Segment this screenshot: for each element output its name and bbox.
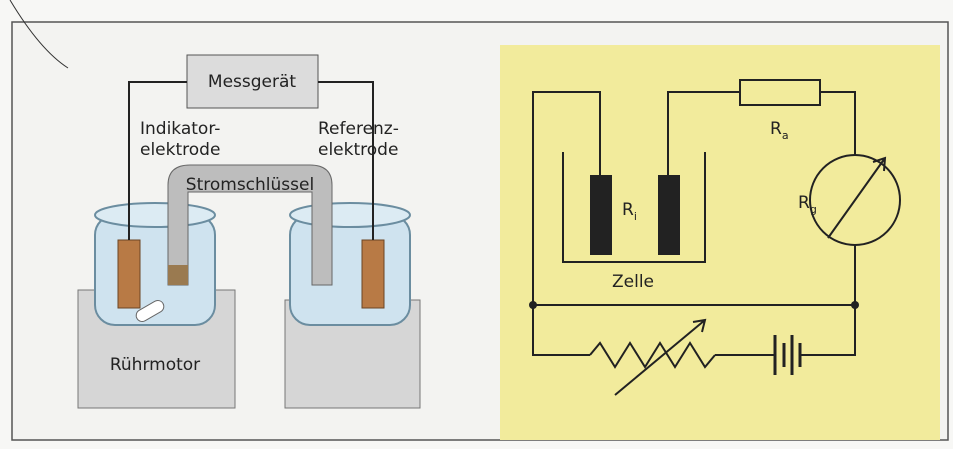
motor-label: Rührmotor xyxy=(110,355,200,375)
electrode xyxy=(590,175,612,255)
indicator-label: Indikator- xyxy=(140,119,220,139)
resistor-ra xyxy=(739,79,821,106)
cell-label: Zelle xyxy=(612,272,654,292)
beaker-right xyxy=(289,214,411,326)
variable-resistor xyxy=(589,341,716,369)
scribble xyxy=(9,0,69,69)
beaker-left-rim xyxy=(94,202,216,228)
circuit-panel xyxy=(500,45,940,440)
meter-needle xyxy=(827,156,887,239)
meter-label: Messgerät xyxy=(208,72,296,92)
indicator-label: elektrode xyxy=(140,140,220,160)
node xyxy=(529,301,537,309)
wires xyxy=(532,91,856,356)
cell-vessel xyxy=(562,152,706,263)
ra-label: Ra xyxy=(770,119,789,142)
ra-main: R xyxy=(770,119,782,139)
rg-sub: g xyxy=(810,203,817,216)
beaker-right-rim xyxy=(289,202,411,228)
ri-main: R xyxy=(622,200,634,220)
battery xyxy=(773,335,802,375)
ri-sub: i xyxy=(634,210,637,223)
reference-electrode xyxy=(361,239,385,309)
ri-label: Ri xyxy=(622,200,637,223)
ra-sub: a xyxy=(782,129,789,142)
electrode xyxy=(658,175,680,255)
apparatus: Messgerät Indikator- elektrode Referenz-… xyxy=(77,54,421,409)
node xyxy=(851,301,859,309)
circuit: Ri Zelle Ra Rg xyxy=(500,45,940,440)
wires xyxy=(128,81,374,240)
rg-label: Rg xyxy=(798,193,817,216)
reference-label: elektrode xyxy=(318,140,398,160)
variable-arrow xyxy=(614,318,707,396)
bridge-label: Stromschlüssel xyxy=(186,175,314,195)
stir-bar xyxy=(135,300,165,322)
reference-label: Referenz- xyxy=(318,119,399,139)
indicator-electrode xyxy=(117,239,141,309)
bridge-tip xyxy=(168,265,188,285)
rg-main: R xyxy=(798,193,810,213)
